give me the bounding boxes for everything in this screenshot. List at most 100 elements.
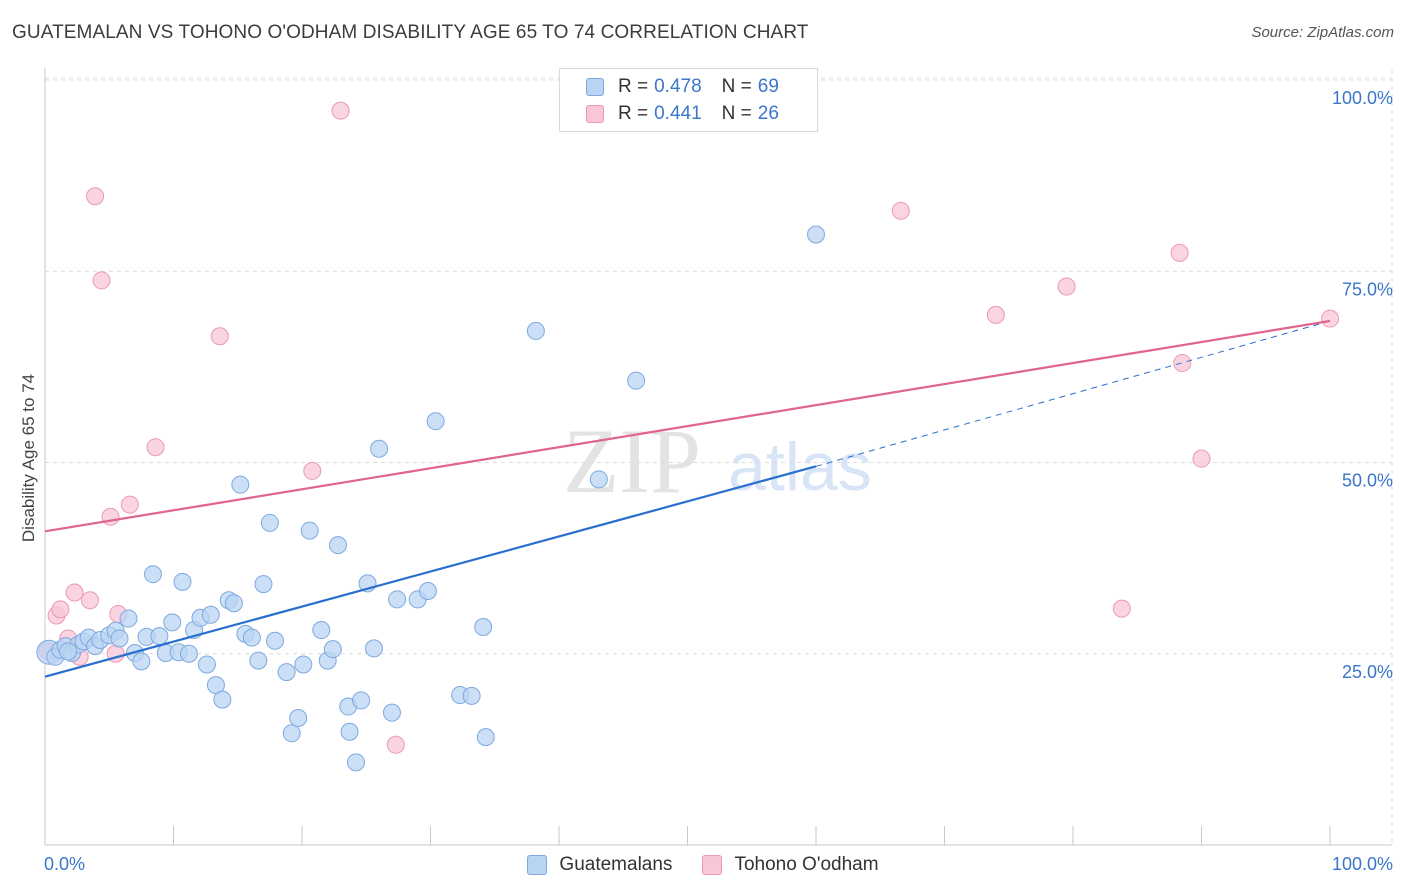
guatemalan-point	[201, 605, 220, 624]
watermark: ZIP atlas	[563, 410, 872, 512]
r-label: R =	[618, 75, 649, 97]
stats-legend: R = 0.478 N = 69 R = 0.441 N = 26	[559, 68, 818, 132]
legend-row-tohono: R = 0.441 N = 26	[586, 100, 779, 127]
tohono-point	[51, 600, 70, 619]
trendlines	[44, 319, 1331, 678]
tohono-point	[80, 591, 99, 610]
guatemalan-point	[346, 753, 365, 772]
tohono-point	[1112, 599, 1131, 618]
guatemalan-point	[277, 663, 296, 682]
y-tick-label: 100.0%	[1332, 88, 1393, 108]
legend-item-guatemalans[interactable]: Guatemalans	[527, 854, 672, 876]
guatemalan-point	[224, 594, 243, 613]
guatemalan-point	[382, 703, 401, 722]
tohono-point	[891, 201, 910, 220]
y-tick-label: 50.0%	[1342, 471, 1393, 491]
guatemalan-point	[197, 655, 216, 674]
guatemalan-point	[328, 536, 347, 555]
guatemalan-point	[282, 724, 301, 743]
y-tick-label: 25.0%	[1342, 662, 1393, 682]
tohono-point	[1057, 277, 1076, 296]
tohono-point	[92, 271, 111, 290]
y-tick-labels: 25.0% 50.0% 75.0% 100.0%	[1332, 88, 1393, 682]
guatemalan-point	[260, 513, 279, 532]
guatemalan-point	[462, 686, 481, 705]
guatemalan-point	[340, 722, 359, 741]
guatemalan-point	[119, 609, 138, 628]
guatemalan-point	[289, 709, 308, 728]
tohono-point	[303, 461, 322, 480]
tohono-point	[1192, 449, 1211, 468]
legend-swatch-pink	[702, 855, 723, 875]
legend-swatch-blue	[527, 855, 548, 875]
y-tick-label: 75.0%	[1342, 279, 1393, 299]
guatemalan-points	[36, 225, 825, 772]
guatemalan-point	[426, 412, 445, 431]
axes	[44, 68, 1392, 846]
chart-title: GUATEMALAN VS TOHONO O'ODHAM DISABILITY …	[12, 22, 809, 43]
guatemalan-point	[173, 572, 192, 591]
tohono-point	[331, 101, 350, 120]
watermark-atlas: atlas	[728, 429, 872, 505]
guatemalan-point	[476, 728, 495, 747]
guatemalan-point	[526, 321, 545, 340]
guatemalan-point	[231, 475, 250, 494]
guatemalan-point	[143, 565, 162, 584]
tohono-point	[86, 187, 105, 206]
tohono-point	[146, 438, 165, 457]
guatemalan-point	[110, 629, 129, 648]
guatemalan-point	[312, 621, 331, 640]
r-value-guatemalans: 0.478	[654, 75, 702, 97]
y-axis-label: Disability Age 65 to 74	[19, 374, 38, 542]
guatemalan-point	[59, 642, 78, 661]
tohono-point	[386, 735, 405, 754]
guatemalan-point	[388, 590, 407, 609]
legend-label-tohono: Tohono O'odham	[734, 854, 879, 875]
guatemalan-point	[807, 225, 825, 244]
guatemalan-point	[254, 575, 273, 594]
tohono-point	[101, 507, 120, 526]
tohono-point	[986, 305, 1005, 324]
watermark-zip: ZIP	[563, 410, 701, 512]
guatemalan-trendline-extension	[815, 320, 1331, 467]
guatemalan-point	[163, 613, 182, 632]
tohono-point	[1321, 309, 1339, 328]
source-label: Source: ZipAtlas.com	[1251, 24, 1394, 41]
guatemalan-point	[370, 439, 389, 458]
tohono-point	[65, 583, 84, 602]
tohono-point	[120, 495, 139, 514]
x-tick-labels: 0.0% 100.0%	[44, 854, 1393, 874]
n-value-guatemalans: 69	[757, 75, 779, 97]
guatemalan-trendline	[44, 465, 817, 678]
series-legend: Guatemalans Tohono O'odham	[0, 852, 1406, 878]
legend-label-guatemalans: Guatemalans	[559, 854, 673, 875]
guatemalan-point	[474, 617, 493, 636]
legend-swatch-pink	[586, 104, 604, 123]
tohono-point	[1170, 243, 1189, 262]
tohono-point	[210, 327, 229, 346]
guatemalan-point	[242, 628, 261, 647]
guatemalan-point	[364, 639, 383, 658]
x-tick-label-min: 0.0%	[44, 854, 85, 874]
guatemalan-point	[300, 521, 319, 540]
grid-lines	[45, 70, 1393, 845]
r-label: R =	[618, 102, 649, 124]
guatemalan-point	[418, 582, 437, 601]
guatemalan-point	[589, 470, 608, 489]
guatemalan-point	[179, 644, 198, 663]
guatemalan-point	[132, 652, 151, 671]
tohono-trendline	[44, 319, 1331, 533]
guatemalan-point	[249, 651, 268, 670]
n-value-tohono: 26	[757, 102, 779, 124]
n-label: N =	[721, 75, 752, 97]
legend-row-guatemalans: R = 0.478 N = 69	[586, 73, 779, 100]
guatemalan-point	[323, 640, 342, 659]
legend-item-tohono[interactable]: Tohono O'odham	[702, 854, 879, 876]
guatemalan-point	[213, 690, 232, 709]
guatemalan-point	[150, 627, 169, 646]
tohono-points	[38, 101, 1339, 754]
x-tick-label-max: 100.0%	[1332, 854, 1393, 874]
n-label: N =	[721, 102, 752, 124]
tohono-point	[1173, 354, 1192, 373]
